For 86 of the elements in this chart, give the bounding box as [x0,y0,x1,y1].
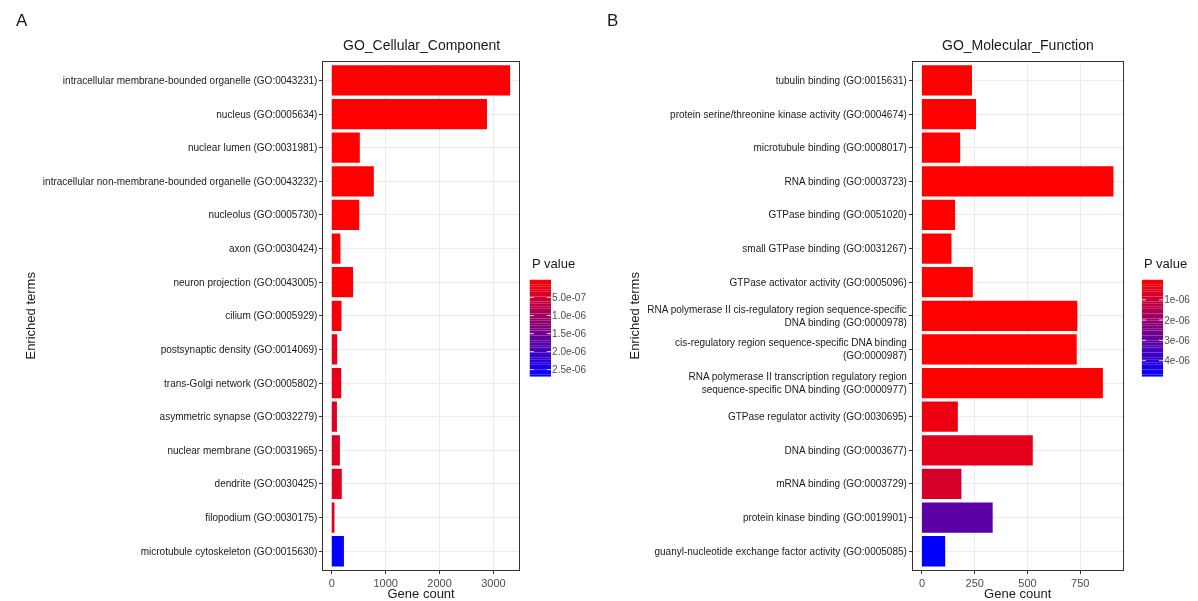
bar [921,502,993,533]
y-tick-label: guanyl-nucleotide exchange factor activity (GO:0005085) [654,545,907,557]
color-bar-label: 5.0e-07 [552,291,587,303]
text: A [16,11,28,30]
y-tick-label: trans-Golgi network (GO:0005802) [164,377,318,389]
bar [331,132,360,163]
x-axis-title: Gene count [387,586,456,601]
bar [331,367,342,399]
y-tick-label: microtubule cytoskeleton (GO:0015630) [140,545,318,557]
bar [921,233,952,264]
y-tick-label: RNA polymerase II transcription regulatory region sequence-specific DNA binding (GO:0000977) [688,371,907,396]
y-tick-label: asymmetric synapse (GO:0032279) [159,411,318,423]
y-tick-label: axon (GO:0030424) [229,243,318,255]
x-tick-label: 0 [328,576,335,589]
bar [331,300,342,331]
y-tick-label: intracellular membrane-bounded organelle (GO:0043231) [62,74,318,86]
x-tick-label: 3000 [481,576,506,589]
color-bar-label: 2.0e-06 [552,346,587,358]
y-tick-label: neuron projection (GO:0043005) [173,276,318,288]
color-bar-label: 1.5e-06 [552,328,587,340]
x-tick-label: 1000 [373,576,398,589]
bar [921,334,1077,365]
color-bar-label: 2.5e-06 [552,364,587,376]
color-bar-label: 1e-06 [1164,294,1191,306]
color-bar-label: 1.0e-06 [552,310,587,322]
bar [331,65,511,96]
bar [331,199,360,231]
y-tick-label: protein serine/threonine kinase activity (GO:0004674) [670,108,907,120]
y-tick-label: postsynaptic density (GO:0014069) [160,343,318,355]
y-tick-label: microtubule binding (GO:0008017) [753,142,907,154]
y-tick-label: RNA binding (GO:0003723) [784,175,907,187]
y-tick-label: GTPase binding (GO:0051020) [768,209,907,221]
color-bar-label: 3e-06 [1164,334,1191,346]
y-tick-label: small GTPase binding (GO:0031267) [742,243,907,255]
x-tick-label: 2000 [427,576,452,589]
y-tick-label: GTPase activator activity (GO:0005096) [729,276,907,288]
bar [331,267,354,298]
y-tick-label: cilium (GO:0005929) [225,310,318,322]
y-tick-label: tubulin binding (GO:0015631) [775,74,907,86]
color-bar-label: 2e-06 [1164,314,1191,326]
y-tick-label: nuclear lumen (GO:0031981) [187,142,318,154]
y-tick-label: intracellular non-membrane-bounded organelle (GO:0043232) [42,175,318,187]
x-tick-label: 0 [918,576,926,589]
bar [331,435,340,466]
y-axis-title: Enriched terms [627,271,643,360]
bar [921,199,956,231]
bar [331,334,338,365]
y-tick-label: nucleus (GO:0005634) [216,108,318,120]
y-tick-label: mRNA binding (GO:0003729) [776,478,907,490]
bar [921,401,958,432]
bar [921,98,977,130]
bar [921,367,1103,399]
y-tick-label: nucleolus (GO:0005730) [208,209,318,221]
y-axis-title: Enriched terms [22,271,38,360]
chart-title: GO_Molecular_Function [942,37,1094,53]
bar [921,300,1078,331]
bar [921,468,962,500]
chart-title: GO_Cellular_Component [343,37,501,53]
bar [331,233,341,264]
color-bar-label: 4e-06 [1164,355,1191,367]
text: B [607,11,619,30]
bar [921,536,946,567]
bar [921,65,972,96]
bar [331,468,342,500]
y-tick-label: dendrite (GO:0030425) [214,478,318,490]
y-tick-label: filopodium (GO:0030175) [205,512,318,524]
bar [921,435,1033,466]
color-bar-title: P value [1144,256,1188,271]
bar [331,166,374,197]
bar [921,267,973,298]
bar [921,132,961,163]
y-tick-label: protein kinase binding (GO:0019901) [742,512,907,524]
color-bar-title: P value [532,256,576,271]
x-tick-label: 500 [1018,576,1037,589]
x-axis-title: Gene count [984,586,1052,601]
y-tick-label: cis-regulatory region sequence-specific DNA binding (GO:0000987) [675,337,907,362]
bar [331,536,344,567]
y-tick-label: RNA polymerase II cis-regulatory region sequence-specific DNA binding (GO:0000978) [647,303,907,328]
bar [331,401,337,432]
y-tick-label: DNA binding (GO:0003677) [784,444,907,456]
y-tick-label: GTPase regulator activity (GO:0030695) [727,411,907,423]
bar [331,98,487,130]
bar [921,166,1114,197]
x-tick-label: 250 [965,576,984,589]
y-tick-label: nuclear membrane (GO:0031965) [167,444,318,456]
x-tick-label: 750 [1071,576,1090,589]
